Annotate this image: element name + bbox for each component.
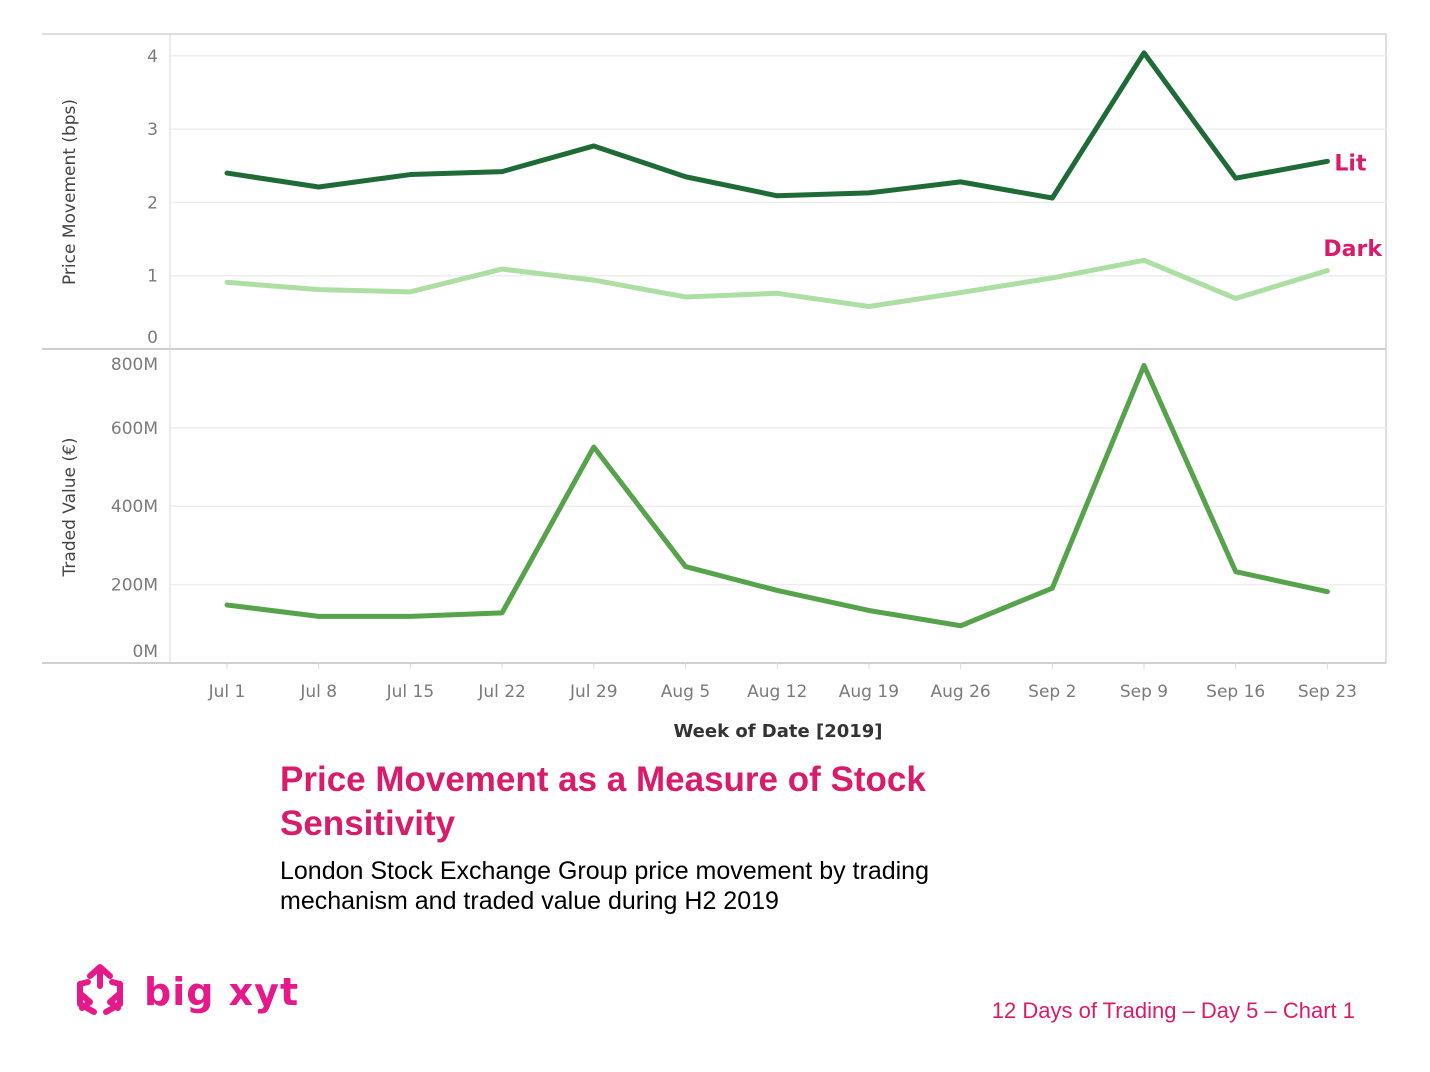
x-tick-label: Aug 19 — [839, 682, 899, 702]
x-tick-label: Jul 15 — [386, 682, 435, 702]
x-tick-label: Jul 8 — [299, 682, 337, 702]
x-tick-label: Sep 2 — [1028, 682, 1076, 702]
footer-caption: 12 Days of Trading – Day 5 – Chart 1 — [991, 998, 1355, 1023]
x-tick-label: Aug 26 — [930, 682, 990, 702]
y-tick-label-top: 2 — [147, 193, 158, 213]
x-tick-label: Jul 1 — [208, 682, 246, 702]
chart-frame — [42, 33, 1387, 664]
series-label-lit: Lit — [1334, 151, 1367, 176]
x-tick-label: Sep 9 — [1120, 682, 1168, 702]
x-tick-label: Jul 29 — [569, 682, 618, 702]
y-tick-label-bottom: 800M — [111, 355, 158, 375]
y-tick-label-top: 1 — [147, 267, 158, 287]
x-tick-label: Sep 16 — [1206, 682, 1265, 702]
chart-title: Price Movement as a Measure of Stock Sen… — [280, 760, 926, 843]
chart-subtitle: London Stock Exchange Group price moveme… — [280, 857, 929, 915]
x-tick-label: Jul 22 — [477, 682, 526, 702]
y-axis-title-traded-value: Traded Value (€) — [60, 438, 80, 578]
chart: 0 1 2 3 4 0M 200M 400M 600M 800M Price Movement (… — [42, 33, 1387, 742]
logo: big xyt — [72, 962, 299, 1022]
y-axis-title-price-movement: Price Movement (bps) — [60, 99, 80, 285]
y-tick-label-top: 3 — [147, 120, 158, 140]
y-tick-label-top: 4 — [147, 47, 158, 67]
series-line-dark — [224, 257, 1330, 309]
y-tick-label-top: 0 — [147, 328, 158, 348]
x-tick-label: Aug 12 — [747, 682, 807, 702]
logo-text: big xyt — [144, 970, 300, 1014]
x-axis-title: Week of Date [2019] — [673, 721, 882, 742]
y-tick-label-bottom: 0M — [133, 642, 158, 662]
x-tick-label: Sep 23 — [1298, 682, 1357, 702]
gridlines — [170, 55, 1386, 586]
y-tick-label-bottom: 200M — [111, 576, 158, 596]
cube-arrows-icon — [77, 964, 123, 1015]
series-line-lit — [224, 50, 1330, 201]
x-tick-labels: Jul 1 Jul 8 Jul 15 Jul 22 Jul 29 Aug 5 Aug 12 A… — [208, 663, 1357, 702]
series-line-traded-value — [224, 362, 1330, 629]
series-label-dark: Dark — [1323, 237, 1383, 262]
y-tick-label-bottom: 600M — [111, 419, 158, 439]
y-tick-label-bottom: 400M — [111, 497, 158, 517]
series-lines — [224, 50, 1330, 629]
y-tick-labels: 0 1 2 3 4 0M 200M 400M 600M 800M — [111, 47, 158, 662]
x-tick-label: Aug 5 — [661, 682, 710, 702]
